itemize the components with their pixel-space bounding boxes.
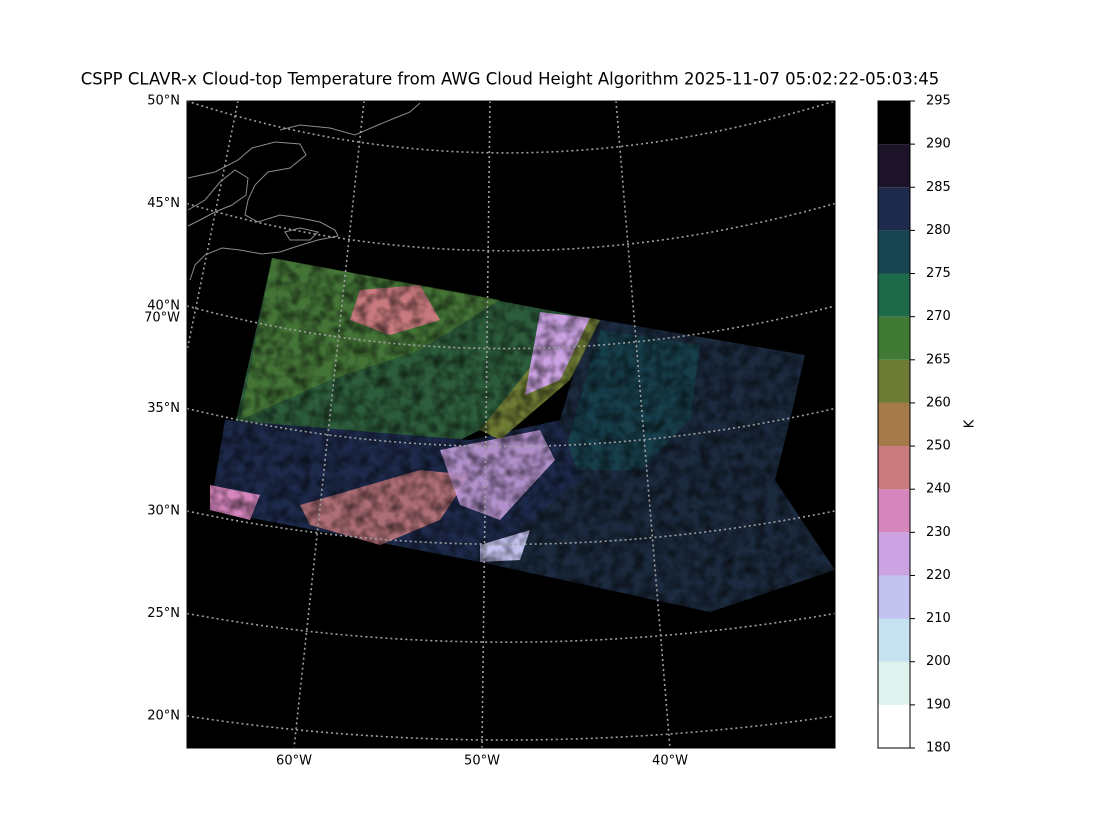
graticule xyxy=(187,101,835,748)
coastline xyxy=(187,102,421,281)
map xyxy=(187,101,835,748)
latitude-label: 35°N xyxy=(147,401,180,416)
swath-texture xyxy=(187,250,835,630)
longitude-line xyxy=(187,101,239,355)
latitude-line xyxy=(187,407,835,448)
colorbar-tick-label: 265 xyxy=(926,352,951,367)
longitude-label: 60°W xyxy=(276,754,312,769)
coastline xyxy=(284,227,319,241)
colorbar-segment xyxy=(878,273,910,317)
colorbar-frame xyxy=(877,100,911,749)
coastline xyxy=(187,169,249,227)
latitude-line xyxy=(187,715,835,741)
colorbar: 180 190 200 210 220 230 240 250 260 265 270 275 280 2… xyxy=(877,94,951,756)
longitude-label: 50°W xyxy=(464,754,500,769)
colorbar-tick-label: 270 xyxy=(926,309,951,324)
latitude-line xyxy=(187,612,835,643)
colorbar-tick-label: 275 xyxy=(926,266,951,281)
colorbar-tick-label: 295 xyxy=(926,94,951,109)
colorbar-tick-label: 290 xyxy=(926,137,951,152)
colorbar-tick-label: 220 xyxy=(926,568,951,583)
colorbar-segment xyxy=(878,101,910,145)
colorbar-tick-label: 180 xyxy=(926,741,951,756)
coastline xyxy=(279,102,421,136)
colorbar-segment xyxy=(878,532,910,576)
latitude-line xyxy=(187,202,835,252)
colorbar-tick-label: 260 xyxy=(926,395,951,410)
colorbar-segment xyxy=(878,489,910,533)
longitude-line xyxy=(293,101,365,748)
colorbar-segment xyxy=(878,230,910,274)
latitude-label: 30°N xyxy=(147,504,180,519)
colorbar-label: K xyxy=(963,419,978,428)
colorbar-tick-label: 200 xyxy=(926,654,951,669)
colorbar-tick-label: 190 xyxy=(926,697,951,712)
latitude-label: 45°N xyxy=(147,196,180,211)
swath xyxy=(187,250,835,630)
colorbar-segment xyxy=(878,144,910,188)
latitude-label: 50°N xyxy=(147,94,180,109)
latitude-label: 20°N xyxy=(147,709,180,724)
colorbar-segment xyxy=(878,187,910,231)
latitude-label: 40°N xyxy=(147,299,180,314)
longitude-line xyxy=(615,101,671,748)
colorbar-segment xyxy=(878,402,910,447)
title: CSPP CLAVR-x Cloud-top Temperature from … xyxy=(81,70,940,89)
latitude-label: 25°N xyxy=(147,606,180,621)
map-frame xyxy=(186,100,836,749)
colorbar-segment xyxy=(878,661,910,705)
colorbar-tick-label: 285 xyxy=(926,180,951,195)
colorbar-segment xyxy=(878,446,910,490)
latitude-line xyxy=(187,510,835,546)
colorbar-segment xyxy=(878,575,910,619)
colorbar-tick-label: 280 xyxy=(926,223,951,238)
colorbar-tick-label: 210 xyxy=(926,611,951,626)
longitude-label: 40°W xyxy=(652,754,688,769)
latitude-line xyxy=(187,305,835,350)
latitude-line xyxy=(187,101,835,154)
colorbar-segment xyxy=(878,704,910,748)
colorbar-tick-label: 250 xyxy=(926,439,951,454)
colorbar-segment xyxy=(878,359,910,403)
colorbar-segment xyxy=(878,316,910,360)
colorbar-tick-label: 230 xyxy=(926,525,951,540)
coastline xyxy=(187,141,339,281)
colorbar-tick-label: 240 xyxy=(926,482,951,497)
longitude-label: 70°W xyxy=(144,310,180,325)
colorbar-segment xyxy=(878,618,910,662)
